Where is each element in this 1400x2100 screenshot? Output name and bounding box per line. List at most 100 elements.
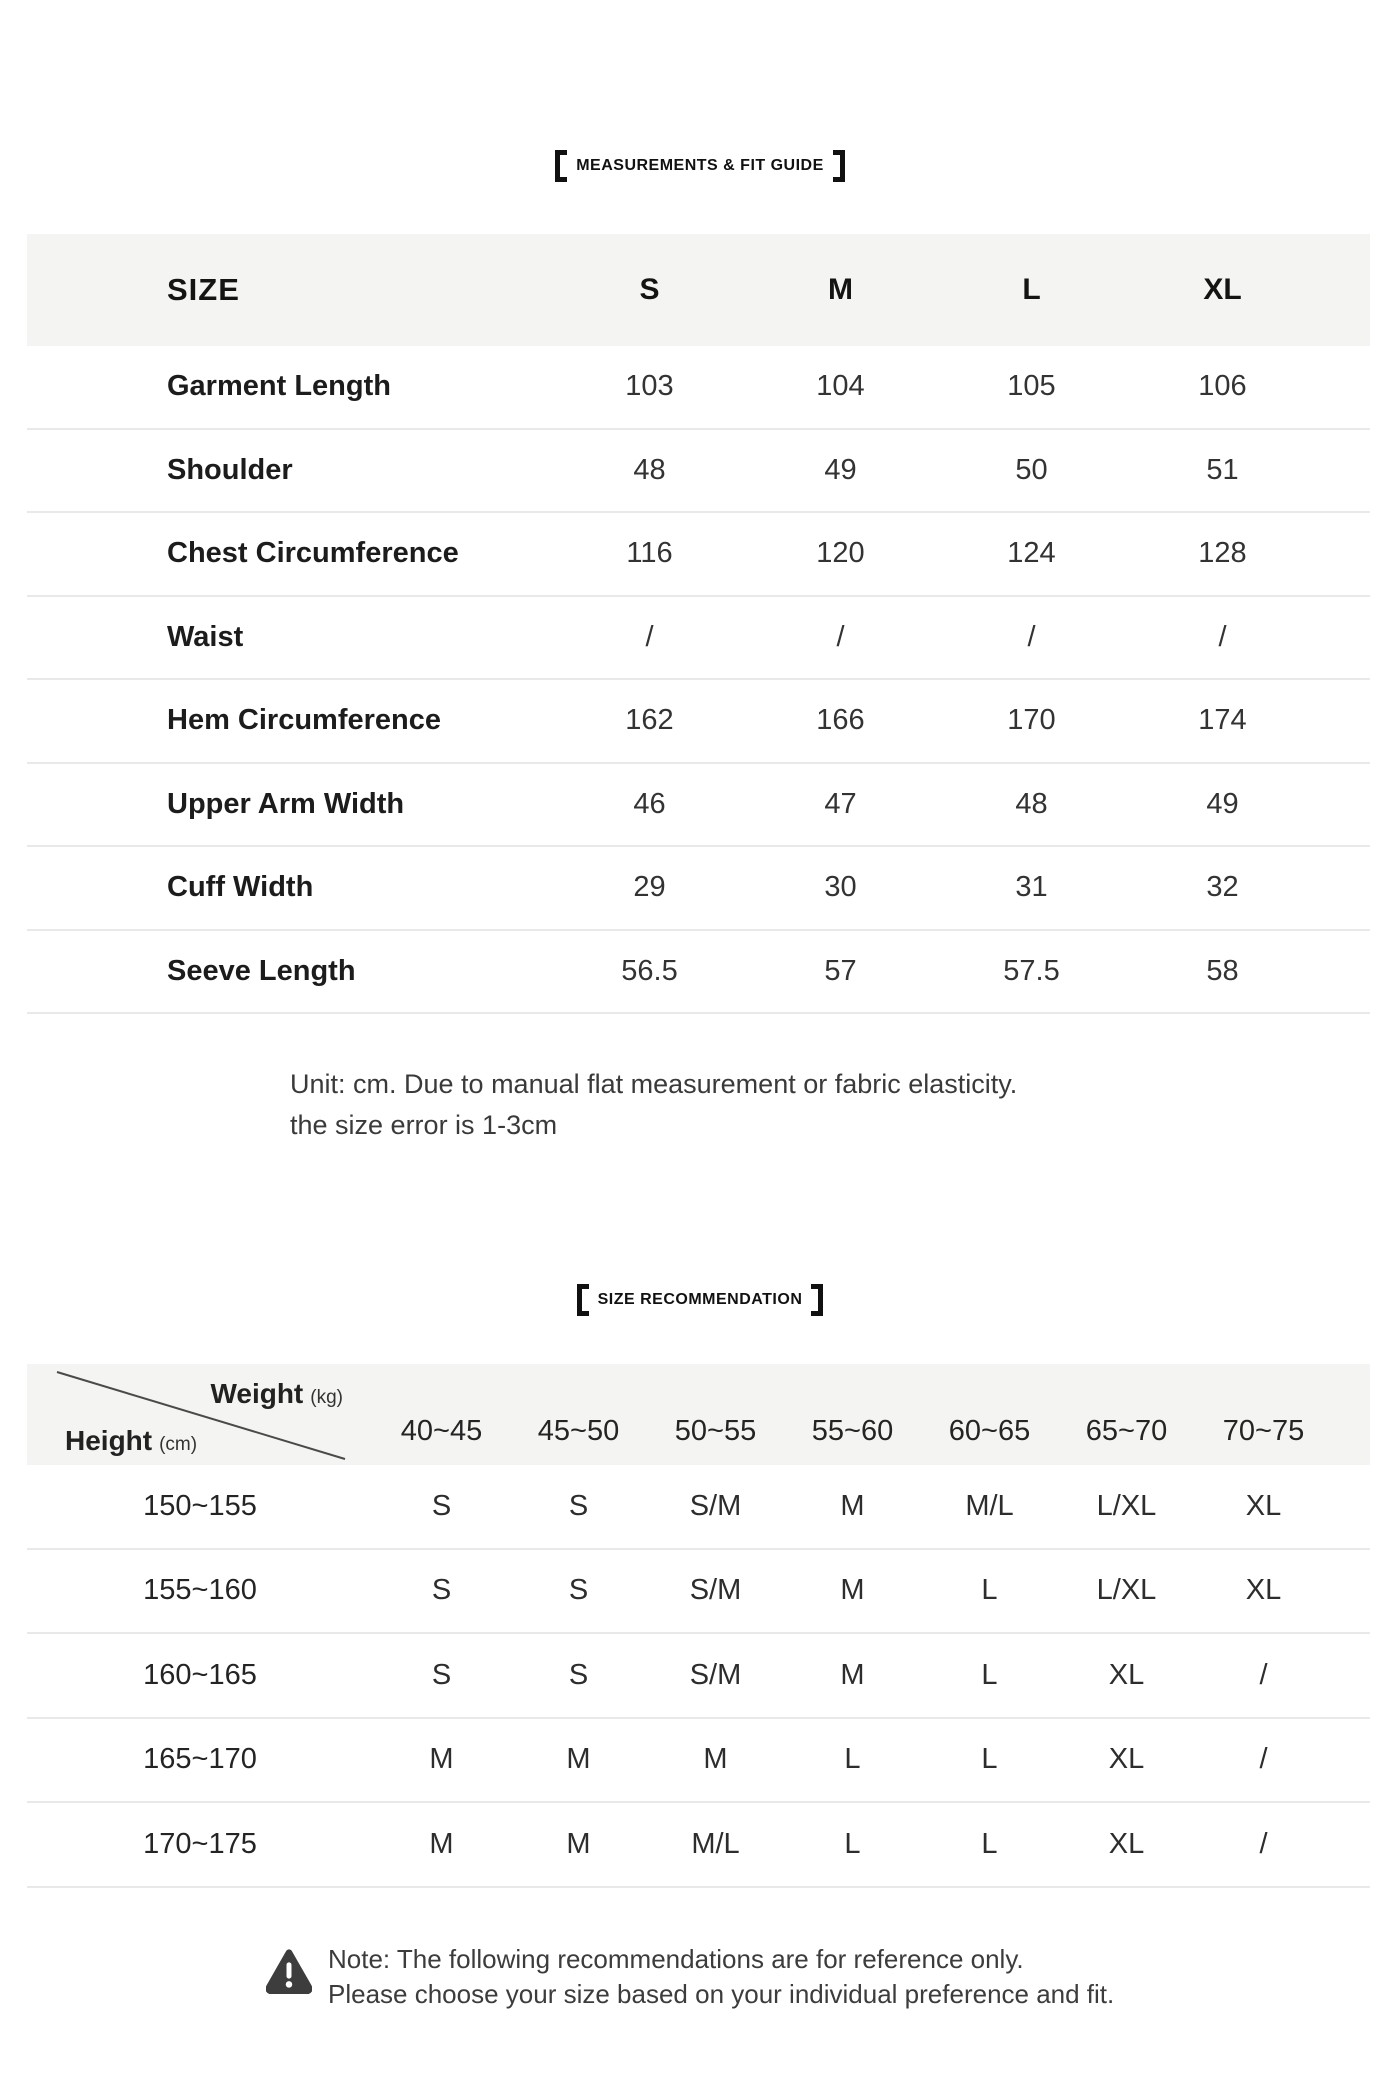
- recommended-size: L: [981, 1827, 998, 1860]
- measurement-value: 120: [816, 537, 865, 570]
- measurements-table: SIZE S M L XL Garment Length 103 104 105…: [27, 234, 1370, 1014]
- note-text: Note: The following recommendations are …: [328, 1942, 1114, 2012]
- measurement-value: 48: [633, 453, 666, 486]
- recommended-size: /: [1259, 1827, 1268, 1860]
- measurement-value: 105: [1007, 370, 1056, 403]
- reference-note: Note: The following recommendations are …: [266, 1942, 1114, 2012]
- recommended-size: XL: [1108, 1827, 1145, 1860]
- measurement-value: 57: [824, 954, 857, 987]
- recommended-size: M/L: [965, 1489, 1014, 1522]
- measurement-value: 46: [633, 787, 666, 820]
- recommended-size: M: [429, 1827, 454, 1860]
- cjk-bracket-right-icon: [832, 150, 845, 182]
- recommended-size: S/M: [689, 1489, 742, 1522]
- recommendation-header-row: Weight (kg) Height (cm) 40~45 45~50 50~5…: [27, 1364, 1370, 1465]
- measurement-value: 124: [1007, 537, 1056, 570]
- recommended-size: XL: [1108, 1658, 1145, 1691]
- weight-range-header: 45~50: [537, 1415, 620, 1447]
- measurement-value: 49: [1206, 787, 1239, 820]
- unit-note-line1: Unit: cm. Due to manual flat measurement…: [290, 1069, 1018, 1099]
- weight-range-header: 70~75: [1222, 1415, 1305, 1447]
- cjk-bracket-left-icon: [576, 1284, 589, 1316]
- size-col-header-s: S: [639, 273, 660, 306]
- measurement-value: /: [645, 620, 654, 653]
- measurement-value: 56.5: [621, 954, 678, 987]
- measurement-label: Garment Length: [167, 370, 391, 403]
- recommended-size: M/L: [691, 1827, 740, 1860]
- measurement-row: Waist / / / /: [27, 597, 1370, 680]
- measurement-label: Shoulder: [167, 453, 293, 486]
- weight-range-header: 65~70: [1085, 1415, 1168, 1447]
- measurement-value: 104: [816, 370, 865, 403]
- recommended-size: S: [568, 1489, 589, 1522]
- recommended-size: S: [431, 1574, 452, 1607]
- measurement-row: Seeve Length 56.5 57 57.5 58: [27, 931, 1370, 1014]
- recommendation-row: 160~165 S S S/M M L XL /: [27, 1634, 1370, 1719]
- cjk-bracket-left-icon: [555, 150, 568, 182]
- measurement-row: Cuff Width 29 30 31 32: [27, 847, 1370, 931]
- measurement-value: /: [1027, 620, 1036, 653]
- warning-triangle-icon: [266, 1949, 312, 1994]
- height-label: Height: [65, 1425, 153, 1456]
- measurement-value: 32: [1206, 871, 1239, 904]
- recommendation-row: 155~160 S S S/M M L L/XL XL: [27, 1550, 1370, 1634]
- measurement-label: Seeve Length: [167, 954, 356, 987]
- measurements-header-row: SIZE S M L XL: [27, 234, 1370, 346]
- unit-note: Unit: cm. Due to manual flat measurement…: [290, 1064, 1017, 1146]
- height-range-label: 155~160: [143, 1574, 257, 1607]
- measurement-value: 174: [1198, 704, 1247, 737]
- measurement-value: 47: [824, 787, 857, 820]
- recommended-size: XL: [1245, 1574, 1282, 1607]
- weight-label: Weight: [210, 1378, 304, 1409]
- measurement-label: Waist: [167, 620, 244, 653]
- recommended-size: L: [844, 1743, 861, 1776]
- recommended-size: S: [431, 1489, 452, 1522]
- recommended-size: L/XL: [1096, 1574, 1157, 1607]
- size-col-header-m: M: [828, 273, 853, 306]
- recommended-size: S/M: [689, 1658, 742, 1691]
- measurement-label: Upper Arm Width: [167, 787, 405, 820]
- recommended-size: L/XL: [1096, 1489, 1157, 1522]
- measurement-value: 49: [824, 453, 857, 486]
- measurement-value: 48: [1015, 787, 1048, 820]
- height-range-label: 165~170: [143, 1743, 257, 1776]
- recommended-size: M: [703, 1743, 728, 1776]
- recommended-size: M: [566, 1827, 591, 1860]
- recommended-size: M: [840, 1658, 865, 1691]
- cjk-bracket-right-icon: [811, 1284, 824, 1316]
- measurement-label: Hem Circumference: [167, 704, 441, 737]
- measurement-value: 103: [625, 370, 674, 403]
- recommended-size: L: [981, 1658, 998, 1691]
- measurement-value: 162: [625, 704, 674, 737]
- measurement-value: 170: [1007, 704, 1056, 737]
- measurement-row: Shoulder 48 49 50 51: [27, 430, 1370, 513]
- measurement-row: Garment Length 103 104 105 106: [27, 346, 1370, 430]
- measurement-value: 128: [1198, 537, 1247, 570]
- measurement-value: 29: [633, 871, 666, 904]
- diagonal-divider-line: [56, 1371, 346, 1460]
- height-range-label: 160~165: [143, 1658, 257, 1691]
- size-col-header-l: L: [1022, 273, 1041, 306]
- recommended-size: M: [840, 1574, 865, 1607]
- recommended-size: M: [840, 1489, 865, 1522]
- height-unit-label: (cm): [159, 1434, 198, 1455]
- recommended-size: M: [429, 1743, 454, 1776]
- measurement-value: 166: [816, 704, 865, 737]
- recommended-size: XL: [1108, 1743, 1145, 1776]
- note-line2: Please choose your size based on your in…: [328, 1979, 1115, 2009]
- height-axis-label: Height (cm): [65, 1425, 197, 1457]
- recommendation-row: 170~175 M M M/L L L XL /: [27, 1803, 1370, 1888]
- measurement-value: /: [1218, 620, 1227, 653]
- recommendation-row: 165~170 M M M L L XL /: [27, 1719, 1370, 1803]
- measurements-title: MEASUREMENTS & FIT GUIDE: [0, 150, 1400, 182]
- recommended-size: XL: [1245, 1489, 1282, 1522]
- measurement-row: Upper Arm Width 46 47 48 49: [27, 764, 1370, 847]
- recommendation-table: Weight (kg) Height (cm) 40~45 45~50 50~5…: [27, 1364, 1370, 1888]
- measurement-label: Cuff Width: [167, 871, 314, 904]
- recommended-size: L: [981, 1743, 998, 1776]
- size-col-header-xl: XL: [1203, 273, 1242, 306]
- weight-range-header: 50~55: [674, 1415, 757, 1447]
- measurement-value: /: [836, 620, 845, 653]
- recommended-size: S: [568, 1574, 589, 1607]
